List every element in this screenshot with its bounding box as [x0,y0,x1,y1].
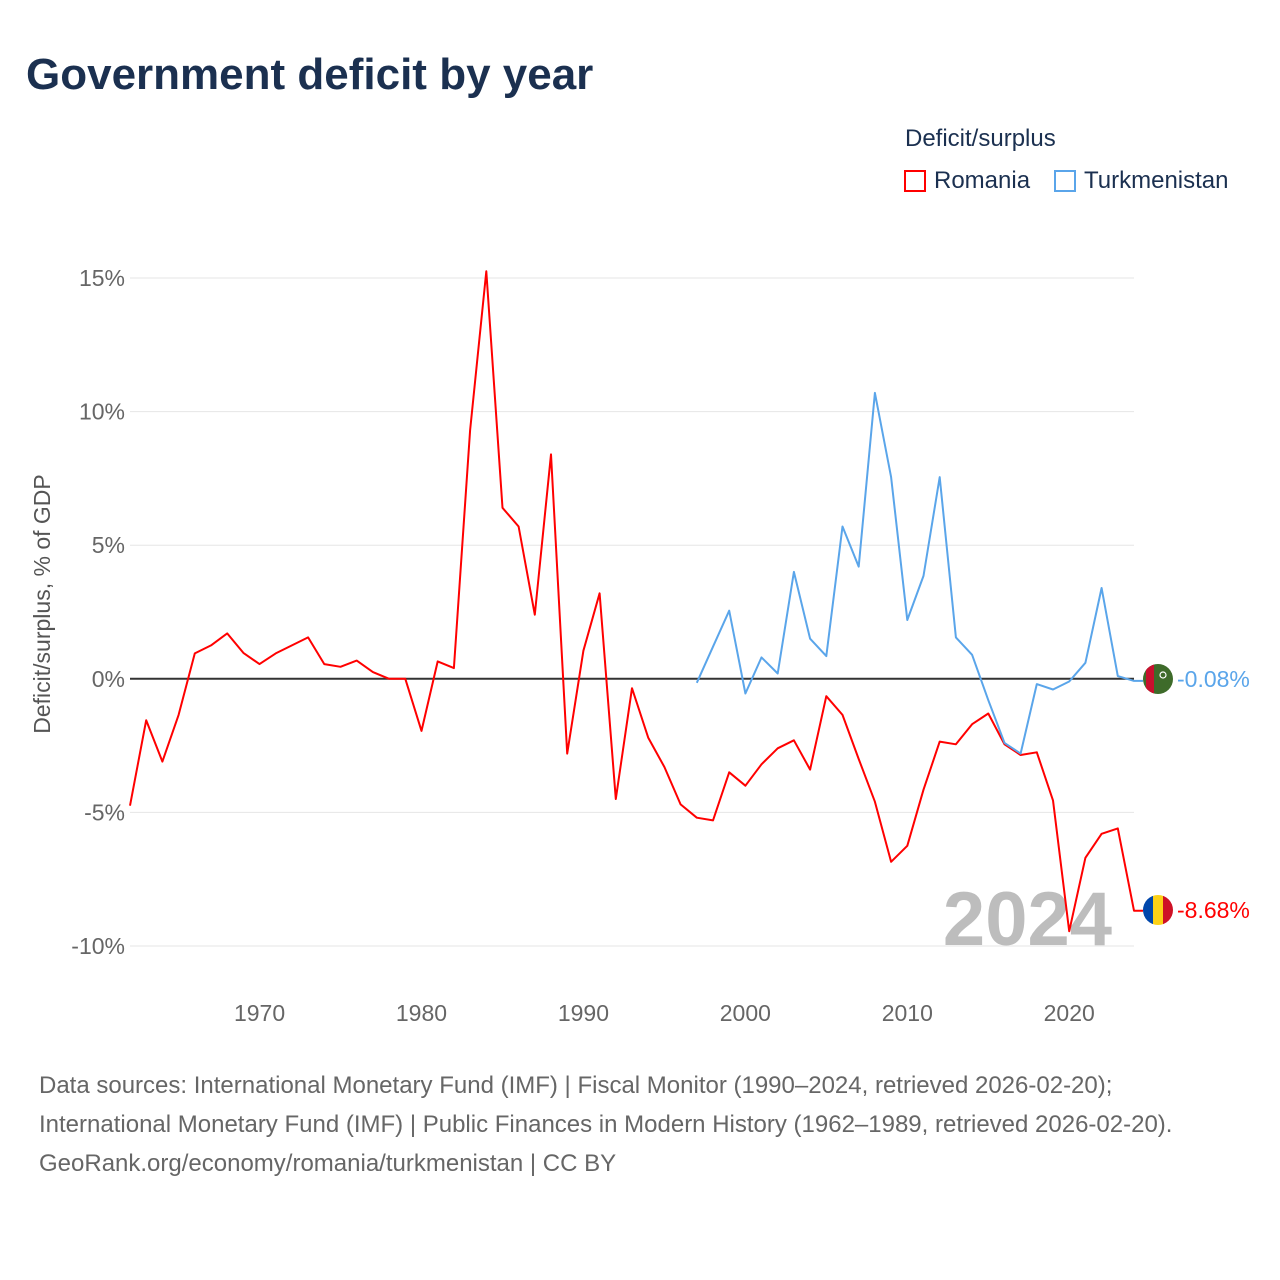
line-chart: 15% 10% 5% 0% -5% -10% 1970 1980 1990 2000 2010 202… [29,265,1250,1026]
chart-title: Government deficit by year [26,50,594,99]
y-tick-label: 0% [92,666,125,692]
x-tick-label: 1980 [396,1000,447,1026]
y-tick-label: -5% [84,799,125,825]
legend-item-turkmenistan[interactable]: Turkmenistan [1054,167,1229,195]
y-axis-label: Deficit/surplus, % of GDP [29,474,55,733]
y-tick-label: 15% [79,265,125,291]
data-sources-text: Data sources: International Monetary Fun… [39,1072,1173,1138]
end-label-turkmenistan: -0.08% [1177,666,1250,692]
legend-label: Romania [934,167,1031,194]
legend-swatch-turkmenistan [1054,170,1076,192]
series-line-turkmenistan [695,391,1143,755]
y-tick-label: 5% [92,532,125,558]
legend-item-romania[interactable]: Romania [904,167,1030,195]
legend-title: Deficit/surplus [905,125,1056,152]
legend-label: Turkmenistan [1084,167,1229,194]
x-tick-label: 2020 [1044,1000,1095,1026]
year-watermark: 2024 [943,877,1112,962]
series-line-romania [129,270,1143,933]
attribution-link[interactable]: GeoRank.org/economy/romania/turkmenistan… [39,1150,617,1177]
x-tick-label: 2000 [720,1000,771,1026]
x-tick-label: 2010 [882,1000,933,1026]
x-tick-label: 1990 [558,1000,609,1026]
x-tick-label: 1970 [234,1000,285,1026]
y-tick-label: 10% [79,399,125,425]
romania-flag-icon [1143,895,1173,925]
turkmenistan-flag-icon [1143,664,1173,694]
sources: Data sources: International Monetary Fun… [39,1066,1239,1183]
y-tick-label: -10% [71,933,125,959]
legend-swatch-romania [904,170,926,192]
end-label-romania: -8.68% [1177,897,1250,923]
